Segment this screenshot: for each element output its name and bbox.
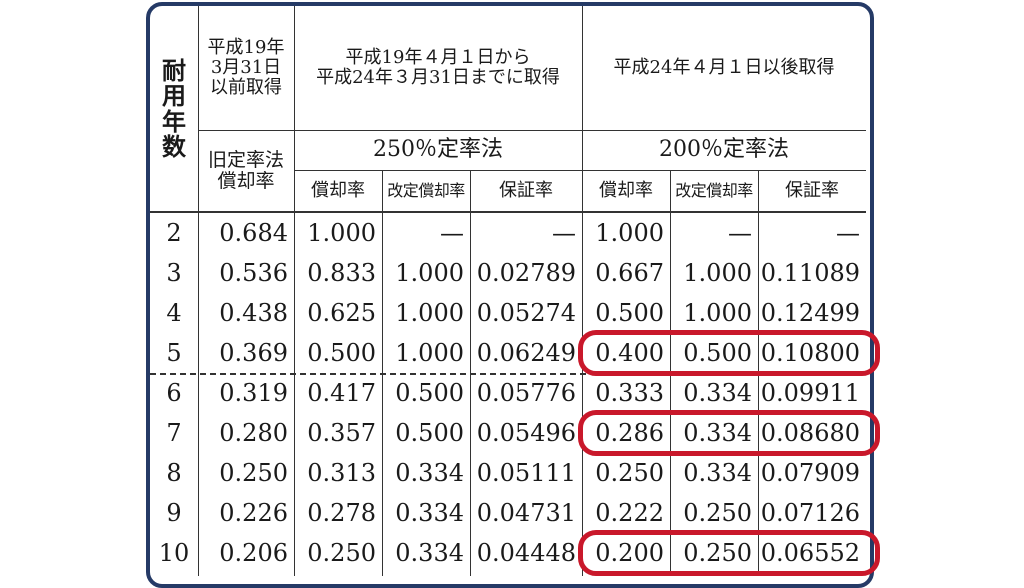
cell-m-rev: 0.334 [395,498,464,527]
cell-m-rate: 0.357 [307,418,376,447]
cell-m-rate: 0.833 [307,258,376,287]
cell-year: 6 [166,378,182,407]
cell-n-rate: 0.667 [595,258,664,287]
header-new-period: 平成24年４月１日以後取得 [613,57,835,79]
cell-n-guar: — [836,218,860,247]
cell-old: 0.226 [219,498,288,527]
cell-old: 0.369 [219,338,288,367]
cell-m-guar: 0.05776 [476,378,576,407]
header-mid-revised-rate: 改定償却率 [387,180,465,200]
cell-n-guar: 0.07126 [760,498,860,527]
cell-year: 4 [166,298,182,327]
cell-old: 0.280 [219,418,288,447]
header-new-revised-rate: 改定償却率 [675,180,753,200]
header-mid-guarantee: 保証率 [499,179,553,201]
cell-n-rev: 0.500 [683,338,752,367]
document-frame [146,2,874,588]
cell-m-guar: 0.05496 [476,418,576,447]
header-mid-method: 250％定率法 [373,136,503,162]
cell-n-guar: 0.09911 [760,378,860,407]
cell-n-rate: 1.000 [595,218,664,247]
cell-year: 7 [166,418,182,447]
header-mid-rate: 償却率 [311,179,365,201]
cell-m-rev: 1.000 [395,258,464,287]
cell-old: 0.250 [219,458,288,487]
cell-m-guar: 0.02789 [476,258,576,287]
header-mid-period: 平成19年４月１日から 平成24年３月31日までに取得 [316,47,560,88]
cell-old: 0.206 [219,538,288,567]
cell-n-guar: 0.11089 [760,258,860,287]
cell-m-rate: 0.500 [307,338,376,367]
cell-m-rate: 0.250 [307,538,376,567]
cell-year: 3 [166,258,182,287]
cell-n-rev: 1.000 [683,298,752,327]
cell-m-guar: 0.06249 [476,338,576,367]
cell-year: 2 [166,218,182,247]
cell-m-rev: 0.334 [395,458,464,487]
cell-n-guar: 0.08680 [760,418,860,447]
cell-m-rate: 0.278 [307,498,376,527]
cell-old: 0.536 [219,258,288,287]
header-new-guarantee: 保証率 [785,179,839,201]
header-old-period: 平成19年 3月31日 以前取得 [207,37,285,98]
cell-n-rate: 0.286 [595,418,664,447]
cell-n-rate: 0.250 [595,458,664,487]
header-new-method: 200％定率法 [659,136,789,162]
cell-n-rev: 1.000 [683,258,752,287]
cell-n-rev: 0.334 [683,458,752,487]
cell-n-rate: 0.222 [595,498,664,527]
cell-n-rev: 0.250 [683,538,752,567]
cell-m-guar: 0.04731 [476,498,576,527]
cell-n-guar: 0.12499 [760,298,860,327]
highlight-year-10 [578,530,880,576]
cell-year: 5 [166,338,182,367]
cell-m-rate: 0.417 [307,378,376,407]
cell-m-guar: 0.05111 [476,458,576,487]
cell-m-guar: 0.05274 [476,298,576,327]
cell-n-guar: 0.07909 [760,458,860,487]
cell-m-rev: — [440,218,464,247]
cell-n-guar: 0.06552 [760,538,860,567]
header-new-rate: 償却率 [599,179,653,201]
highlight-year-7 [578,410,880,456]
cell-n-guar: 0.10800 [760,338,860,367]
cell-m-rev: 0.500 [395,378,464,407]
cell-m-guar: 0.04448 [476,538,576,567]
cell-old: 0.438 [219,298,288,327]
cell-year: 8 [166,458,182,487]
cell-old: 0.684 [219,218,288,247]
cell-n-rate: 0.500 [595,298,664,327]
header-years-char: 数 [162,131,186,161]
cell-year: 10 [158,538,190,567]
cell-n-rev: 0.334 [683,418,752,447]
depreciation-rate-table: 耐用年数 平成19年 3月31日 以前取得 平成19年４月１日から 平成24年３… [150,6,880,576]
highlight-year-5 [578,330,880,376]
cell-m-rev: 0.334 [395,538,464,567]
cell-n-rate: 0.333 [595,378,664,407]
cell-m-rev: 0.500 [395,418,464,447]
cell-n-rate: 0.200 [595,538,664,567]
cell-m-rev: 1.000 [395,338,464,367]
cell-year: 9 [166,498,182,527]
header-years-char: 耐 [162,56,186,86]
cell-old: 0.319 [219,378,288,407]
cell-m-rate: 1.000 [307,218,376,247]
cell-n-rev: 0.334 [683,378,752,407]
cell-n-rev: — [728,218,752,247]
cell-n-rate: 0.400 [595,338,664,367]
cell-m-guar: — [552,218,576,247]
cell-n-rev: 0.250 [683,498,752,527]
cell-m-rev: 1.000 [395,298,464,327]
header-old-method: 旧定率法 償却率 [207,148,284,192]
header-useful-life-years: 耐用年数 [150,6,198,211]
header-years-char: 年 [162,106,186,136]
cell-m-rate: 0.625 [307,298,376,327]
header-years-char: 用 [162,81,186,111]
cell-m-rate: 0.313 [307,458,376,487]
